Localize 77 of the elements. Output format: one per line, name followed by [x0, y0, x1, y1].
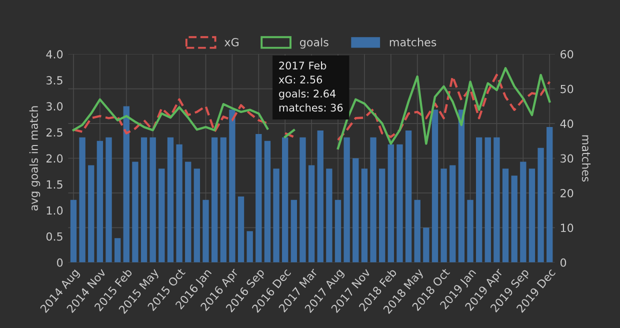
y-tick-label: 1.0: [46, 206, 63, 215]
bar: [405, 130, 412, 262]
bar: [167, 137, 174, 262]
bar: [467, 200, 474, 262]
bar: [140, 137, 148, 262]
bar: [308, 165, 315, 262]
legend-label: xG: [224, 38, 238, 46]
y2-tick-label: 30: [560, 154, 574, 163]
y-tick-label: 2.5: [46, 128, 62, 137]
bar: [300, 137, 306, 262]
y-tick-label: 3.0: [46, 102, 63, 111]
bar: [264, 140, 271, 262]
y2-tick-label: 40: [560, 120, 574, 128]
bar: [388, 144, 394, 262]
bar: [352, 158, 359, 262]
bar: [96, 140, 104, 262]
bar: [194, 168, 200, 262]
bar: [132, 162, 138, 262]
y2-axis-title: matches: [582, 135, 591, 182]
annotation: 2017 Feb xG: 2.56 goals: 2.64 matches: 36: [278, 61, 343, 112]
bar: [423, 228, 430, 262]
y2-tick-label: 20: [560, 188, 574, 198]
y2-tick-label: 10: [560, 224, 574, 232]
bar: [202, 200, 209, 262]
bar: [440, 168, 447, 262]
bar: [344, 137, 350, 262]
bar: [494, 137, 500, 262]
y-tick-label: 1.5: [46, 180, 62, 189]
bar: [450, 165, 456, 262]
bar: [484, 137, 491, 262]
bar: [458, 110, 465, 262]
bar: [150, 137, 156, 262]
legend-label: matches: [390, 38, 436, 46]
bar: [88, 165, 94, 262]
y2-tick-label: 0: [560, 258, 566, 267]
bar: [370, 137, 376, 262]
bar: [546, 127, 553, 262]
bar: [273, 168, 280, 262]
bar: [256, 134, 262, 262]
bar: [229, 110, 236, 262]
bar: [114, 238, 121, 262]
bar: [432, 110, 438, 262]
bar: [176, 144, 182, 262]
bar: [326, 168, 332, 262]
y-axis-title: avg goals in match: [29, 106, 40, 211]
bar: [211, 137, 218, 262]
y2-tick-label: 50: [560, 84, 574, 94]
bar: [158, 168, 165, 262]
y2-tick-label: 60: [560, 50, 574, 58]
y-tick-label: 0: [57, 258, 63, 267]
bar: [502, 168, 509, 262]
y-tick-label: 4.0: [46, 50, 63, 58]
bar: [528, 168, 536, 262]
bar: [476, 137, 482, 262]
bar: [379, 168, 386, 262]
bar: [70, 200, 77, 262]
y-tick-label: 3.5: [46, 76, 62, 85]
bar: [520, 162, 526, 262]
bar: [538, 148, 544, 262]
bar: [220, 137, 226, 262]
bar: [238, 196, 244, 262]
y-tick-label: 0.5: [46, 232, 62, 241]
bar: [106, 137, 112, 262]
y-tick-label: 2.0: [46, 154, 63, 163]
bar: [290, 200, 297, 262]
bar: [79, 137, 86, 262]
bar: [282, 137, 288, 262]
bar: [334, 200, 342, 262]
bar: [317, 130, 324, 262]
bar: [246, 231, 253, 262]
bar: [396, 144, 403, 262]
bar: [185, 162, 192, 262]
bar: [511, 176, 518, 262]
bar: [414, 200, 420, 262]
legend-label: goals: [300, 38, 328, 49]
bar: [123, 106, 130, 262]
bar: [361, 168, 368, 262]
